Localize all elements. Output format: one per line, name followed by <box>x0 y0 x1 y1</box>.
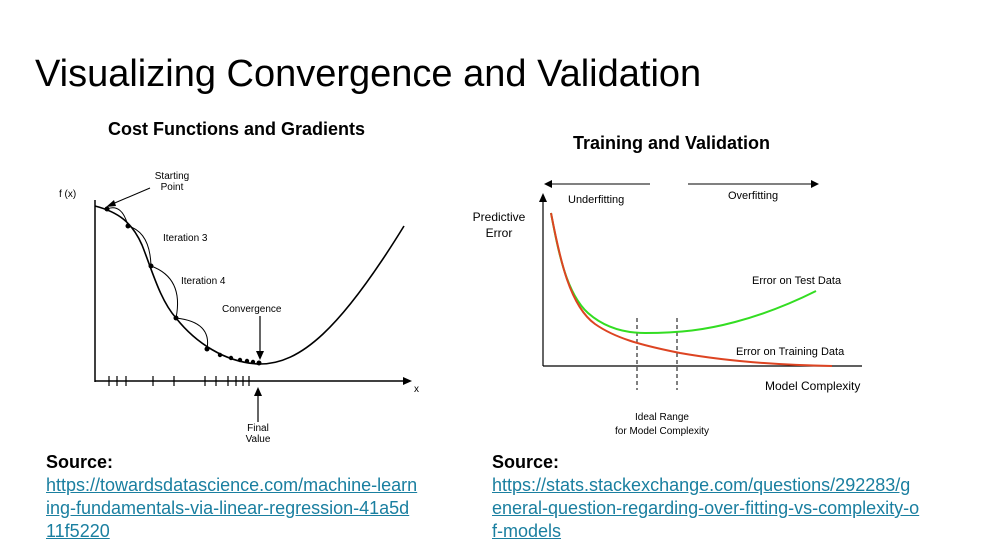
test-error-curve <box>550 212 817 335</box>
ideal-range-label-1: Ideal Range <box>635 412 689 423</box>
predictive-error-label-1: Predictive <box>473 210 526 224</box>
right-source: Source: https://stats.stackexchange.com/… <box>492 451 919 543</box>
starting-point-label-2: Point <box>161 182 184 193</box>
right-source-label: Source: <box>492 452 560 472</box>
x-axis-arrow <box>403 377 412 385</box>
training-error-label: Error on Training Data <box>736 346 845 358</box>
iteration4-label: Iteration 4 <box>181 276 226 287</box>
x-axis-label: x <box>414 384 419 395</box>
iteration-points <box>104 206 262 366</box>
training-panel-title: Training and Validation <box>573 133 771 153</box>
left-source-link[interactable]: https://towardsdatascience.com/machine-l… <box>46 475 418 541</box>
slide-title: Visualizing Convergence and Validation <box>35 53 702 95</box>
cost-curve <box>94 205 405 365</box>
right-source-link[interactable]: https://stats.stackexchange.com/question… <box>492 475 920 541</box>
underfitting-label: Underfitting <box>568 194 624 206</box>
iteration3-label: Iteration 3 <box>163 233 208 244</box>
overfitting-label: Overfitting <box>728 190 778 202</box>
cost-panel-title: Cost Functions and Gradients <box>108 119 366 139</box>
x-axis-ticks <box>108 376 250 386</box>
predictive-error-label-2: Error <box>486 226 513 240</box>
left-source: Source: https://towardsdatascience.com/m… <box>46 451 417 543</box>
fx-axis-label: f (x) <box>59 189 76 200</box>
final-value-label-1: Final <box>247 423 269 434</box>
final-value-label-2: Value <box>246 434 271 445</box>
training-error-curve <box>550 212 833 367</box>
starting-point-label-1: Starting <box>155 171 189 182</box>
left-source-label: Source: <box>46 452 114 472</box>
test-error-label: Error on Test Data <box>752 275 842 287</box>
ideal-range-label-2: for Model Complexity <box>615 426 709 437</box>
convergence-label: Convergence <box>222 304 282 315</box>
model-complexity-label: Model Complexity <box>765 379 860 393</box>
